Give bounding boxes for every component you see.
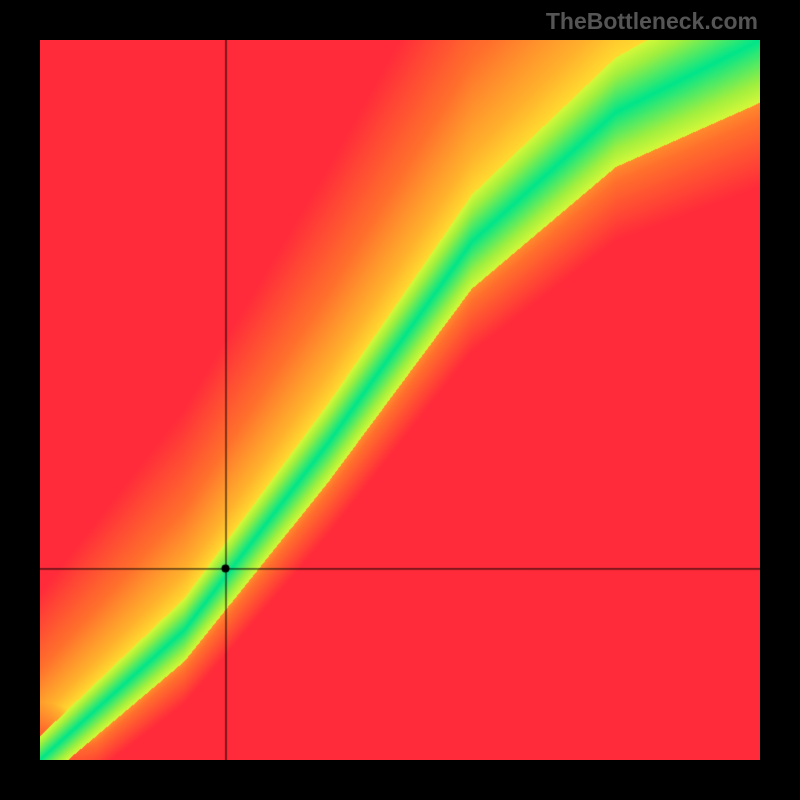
- heatmap-canvas: [40, 40, 760, 760]
- watermark-text: TheBottleneck.com: [546, 8, 758, 35]
- bottleneck-heatmap: [40, 40, 760, 760]
